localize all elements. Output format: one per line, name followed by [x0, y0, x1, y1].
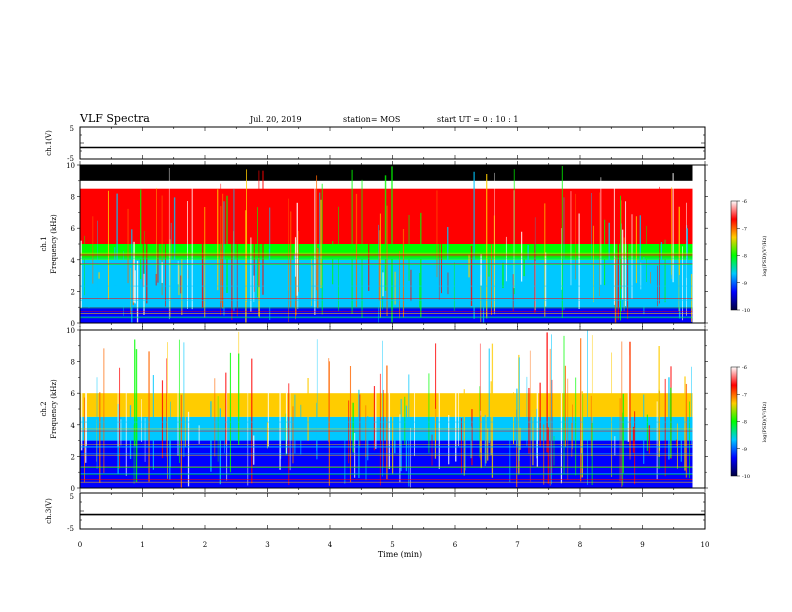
time-axis-ticklabel: 9: [640, 541, 644, 549]
time-axis-ticklabel: 7: [515, 541, 519, 549]
time-axis-ticklabel: 6: [453, 541, 458, 549]
ch1-spectrogram-band: [80, 307, 693, 323]
ch1-ytick-top: 5: [70, 125, 74, 133]
ch1-spectrogram-ytick-label: 2: [71, 288, 75, 296]
ch1-waveform-panel: 5 -5 ch.1(V): [45, 125, 706, 163]
time-axis-ticklabel: 3: [265, 541, 269, 549]
time-axis-ticklabel: 0: [78, 541, 82, 549]
ch2-spectrogram-ytick-label: 6: [71, 390, 76, 398]
ch2-spectrogram-ytick-label: 8: [71, 359, 75, 367]
ch2-spectrogram-ytick-label: 2: [71, 453, 75, 461]
time-axis-ticklabel: 5: [390, 541, 394, 549]
ch3-ytick-top: 5: [70, 493, 74, 501]
ch1-spectrogram-ytick-label: 6: [71, 225, 76, 233]
ch2-colorbar-label: log(PSD)(V²/Hz): [761, 402, 768, 443]
ch2-spectrogram-panel: 0 2 4 6 8 10 ch.2 Frequency (kHz): [40, 326, 708, 493]
ch1-spectrogram-ytick-label: 0: [71, 320, 75, 328]
figure-title: VLF Spectra: [79, 112, 150, 125]
ch1-colorbar: -6 -7 -8 -9 -10 log(PSD)(V²/Hz): [730, 199, 768, 314]
ch1-spectrogram-yticks: 0 2 4 6 8 10: [66, 162, 708, 328]
colorbar-tick-label: -6: [742, 365, 747, 371]
time-axis-ticklabel: 10: [701, 541, 710, 549]
station-label: station= MOS: [343, 115, 400, 124]
ch3-ytick-bottom: -5: [67, 525, 74, 533]
ch2-spectrogram-ytick-label: 0: [71, 485, 75, 493]
ch2-colorbar-ticks: -6 -7 -8 -9 -10: [737, 365, 750, 480]
ch3-waveform-frame: [79, 492, 706, 530]
ch1-waveform-ylabel: ch.1(V): [45, 130, 53, 156]
ch2-spectrogram-ylabel-frequency: Frequency (kHz): [50, 379, 58, 439]
ch2-spectrogram-xticks: [79, 326, 706, 492]
ch1-waveform-ticks: [79, 126, 706, 160]
time-axis-ticklabel: 8: [578, 541, 582, 549]
ch1-colorbar-scale: [730, 200, 738, 311]
ch1-spectrogram-image: [80, 165, 693, 323]
ch1-spectrogram-ytick-label: 10: [66, 162, 75, 170]
ch1-spectrogram-ylabel-channel: ch.1: [40, 236, 48, 251]
ch2-spectrogram-image: [80, 330, 693, 488]
ch3-waveform-ylabel: ch.3(V): [45, 498, 53, 524]
ch3-waveform-panel: 5 -5 ch.3(V) 0 1 2 3 4 5 6 7 8 9 10 Time (min): [45, 492, 710, 559]
time-axis-ticklabel: 4: [328, 541, 333, 549]
ch1-colorbar-ticks: -6 -7 -8 -9 -10: [737, 199, 750, 314]
colorbar-tick-label: -9: [742, 281, 747, 287]
ch1-spectrogram-ytick-label: 8: [71, 194, 75, 202]
ch2-spectrogram-ytick-label: 10: [66, 327, 75, 335]
colorbar-tick-label: -8: [742, 254, 747, 260]
time-axis-ticklabel: 1: [140, 541, 144, 549]
ch2-spectrogram-ylabel-channel: ch.2: [40, 401, 48, 416]
time-axis-label: Time (min): [378, 550, 422, 559]
ch1-spectrogram-ytick-label: 4: [71, 257, 76, 265]
colorbar-tick-label: -10: [742, 308, 750, 314]
ch2-colorbar: -6 -7 -8 -9 -10 log(PSD)(V²/Hz): [730, 365, 768, 480]
ch2-colorbar-scale: [730, 366, 738, 477]
ch1-waveform-frame: [79, 126, 706, 160]
colorbar-tick-label: -7: [742, 392, 747, 398]
ch1-spectrogram-panel: 0 2 4 6 8 10 ch.1 Frequency (kHz): [40, 161, 708, 328]
colorbar-tick-label: -8: [742, 420, 747, 426]
ch1-spectrogram-ylabel-frequency: Frequency (kHz): [50, 214, 58, 274]
date-label: Jul. 20, 2019: [249, 115, 302, 124]
ch2-spectrogram-ytick-label: 4: [71, 422, 76, 430]
time-axis-ticklabels: 0 1 2 3 4 5 6 7 8 9 10: [78, 541, 710, 549]
start-time-label: start UT = 0 : 10 : 1: [437, 115, 518, 124]
colorbar-tick-label: -9: [742, 447, 747, 453]
ch3-waveform-ticks: [79, 492, 706, 530]
ch1-spectrogram-xticks: [79, 161, 706, 327]
colorbar-tick-label: -7: [742, 226, 747, 232]
colorbar-tick-label: -6: [742, 199, 747, 205]
ch1-colorbar-label: log(PSD)(V²/Hz): [761, 236, 768, 277]
ch2-spectrogram-yticks: 0 2 4 6 8 10: [66, 327, 708, 493]
ch1-spectrogram-band: [80, 165, 693, 181]
ch1-ytick-bottom: -5: [67, 155, 74, 163]
colorbar-tick-label: -10: [742, 474, 750, 480]
time-axis-ticklabel: 2: [203, 541, 207, 549]
